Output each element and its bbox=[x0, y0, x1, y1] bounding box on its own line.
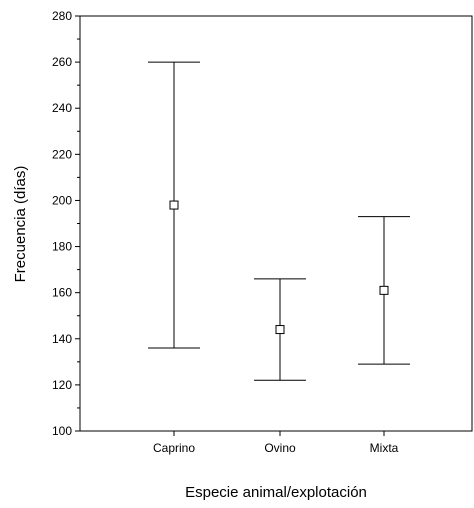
x-axis-title: Especie animal/explotación bbox=[185, 484, 367, 501]
y-tick-label: 120 bbox=[52, 378, 72, 392]
y-tick-label: 140 bbox=[52, 332, 72, 346]
y-tick-label: 260 bbox=[52, 55, 72, 69]
mean-marker bbox=[169, 200, 179, 210]
x-tick-label: Mixta bbox=[370, 441, 399, 455]
mean-marker bbox=[275, 325, 285, 335]
y-tick-label: 100 bbox=[52, 424, 72, 438]
x-tick-label: Ovino bbox=[264, 441, 296, 455]
y-axis: 100 120 140 160 180 200 220 240 260 280 bbox=[52, 9, 80, 438]
y-tick-label: 180 bbox=[52, 240, 72, 254]
y-tick-label: 240 bbox=[52, 101, 72, 115]
error-bars bbox=[148, 61, 410, 381]
x-tick-label: Caprino bbox=[153, 441, 195, 455]
y-tick-label: 160 bbox=[52, 286, 72, 300]
y-axis-title: Frecuencia (días) bbox=[12, 166, 29, 283]
y-tick-label: 200 bbox=[52, 193, 72, 207]
plot-frame bbox=[79, 15, 473, 432]
y-tick-label: 280 bbox=[52, 9, 72, 23]
mean-marker bbox=[379, 285, 389, 295]
x-axis: Caprino Ovino Mixta bbox=[153, 431, 399, 455]
y-tick-label: 220 bbox=[52, 147, 72, 161]
